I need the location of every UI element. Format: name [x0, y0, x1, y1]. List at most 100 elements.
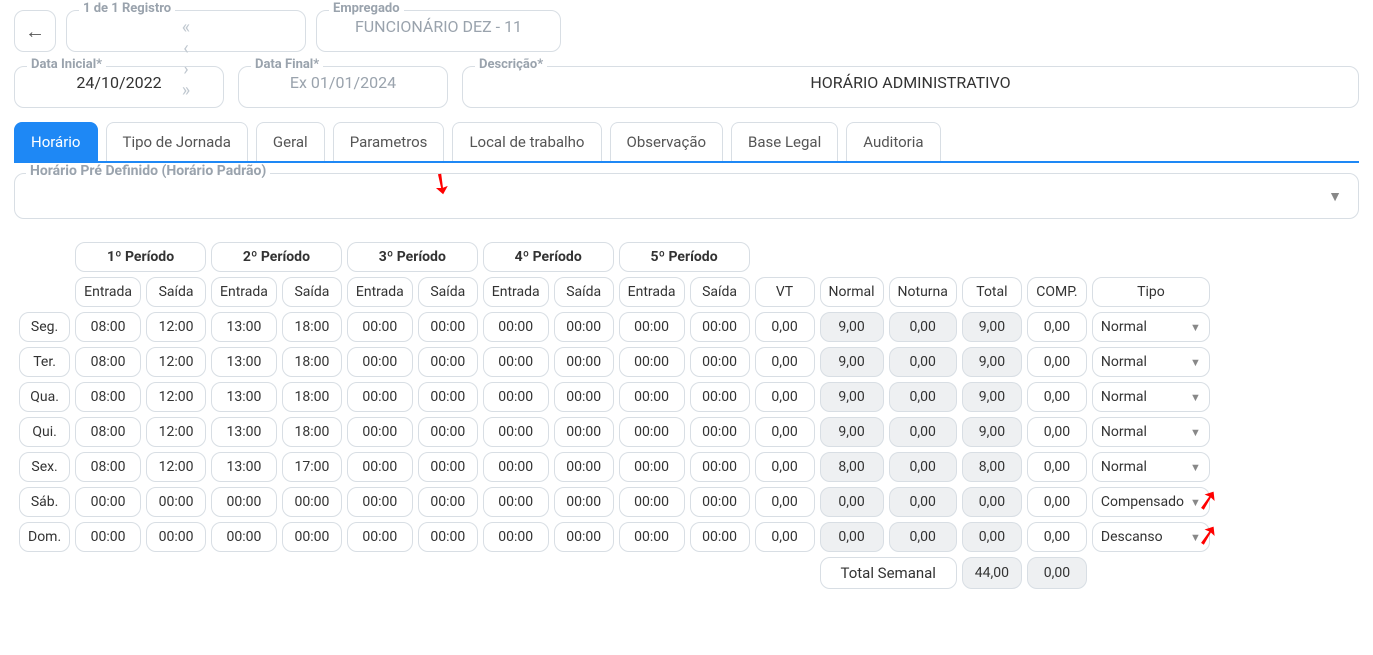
- hours-value[interactable]: 0,00: [1027, 487, 1087, 517]
- time-input[interactable]: 00:00: [554, 522, 614, 552]
- time-input[interactable]: 00:00: [619, 312, 685, 342]
- tab-tipo-de-jornada[interactable]: Tipo de Jornada: [106, 122, 248, 161]
- hours-value[interactable]: 0,00: [1027, 417, 1087, 447]
- hours-value[interactable]: 0,00: [755, 382, 815, 412]
- tipo-select[interactable]: Normal▼: [1092, 452, 1210, 482]
- time-input[interactable]: 13:00: [211, 382, 277, 412]
- time-input[interactable]: 08:00: [75, 312, 141, 342]
- time-input[interactable]: 12:00: [146, 312, 206, 342]
- time-input[interactable]: 12:00: [146, 347, 206, 377]
- time-input[interactable]: 00:00: [347, 312, 413, 342]
- time-input[interactable]: 13:00: [211, 347, 277, 377]
- hours-value[interactable]: 0,00: [1027, 312, 1087, 342]
- time-input[interactable]: 00:00: [75, 522, 141, 552]
- time-input[interactable]: 00:00: [483, 347, 549, 377]
- time-input[interactable]: 00:00: [483, 417, 549, 447]
- time-input[interactable]: 08:00: [75, 417, 141, 447]
- tab-base-legal[interactable]: Base Legal: [731, 122, 838, 161]
- time-input[interactable]: 00:00: [418, 487, 478, 517]
- pager-prev-icon[interactable]: ‹: [183, 38, 188, 59]
- hours-value[interactable]: 0,00: [755, 347, 815, 377]
- time-input[interactable]: 00:00: [619, 417, 685, 447]
- descricao-field[interactable]: Descrição* HORÁRIO ADMINISTRATIVO: [462, 66, 1359, 108]
- data-inicial-field[interactable]: Data Inicial* 24/10/2022: [14, 66, 224, 108]
- time-input[interactable]: 12:00: [146, 382, 206, 412]
- time-input[interactable]: 00:00: [211, 522, 277, 552]
- time-input[interactable]: 00:00: [347, 487, 413, 517]
- time-input[interactable]: 00:00: [347, 347, 413, 377]
- time-input[interactable]: 00:00: [554, 312, 614, 342]
- time-input[interactable]: 18:00: [282, 347, 342, 377]
- time-input[interactable]: 00:00: [690, 452, 750, 482]
- data-final-field[interactable]: Data Final* Ex 01/01/2024: [238, 66, 448, 108]
- time-input[interactable]: 00:00: [418, 382, 478, 412]
- time-input[interactable]: 00:00: [146, 522, 206, 552]
- time-input[interactable]: 00:00: [690, 522, 750, 552]
- time-input[interactable]: 00:00: [690, 417, 750, 447]
- time-input[interactable]: 08:00: [75, 382, 141, 412]
- time-input[interactable]: 00:00: [483, 522, 549, 552]
- time-input[interactable]: 08:00: [75, 452, 141, 482]
- time-input[interactable]: 18:00: [282, 417, 342, 447]
- time-input[interactable]: 00:00: [690, 487, 750, 517]
- tab-horário[interactable]: Horário: [14, 122, 98, 161]
- tipo-select[interactable]: Normal▼: [1092, 382, 1210, 412]
- time-input[interactable]: 00:00: [347, 417, 413, 447]
- time-input[interactable]: 00:00: [483, 382, 549, 412]
- tab-geral[interactable]: Geral: [256, 122, 325, 161]
- time-input[interactable]: 00:00: [619, 452, 685, 482]
- time-input[interactable]: 18:00: [282, 382, 342, 412]
- pager-first-icon[interactable]: «: [182, 17, 190, 38]
- tipo-select[interactable]: Normal▼: [1092, 417, 1210, 447]
- time-input[interactable]: 00:00: [554, 347, 614, 377]
- time-input[interactable]: 17:00: [282, 452, 342, 482]
- time-input[interactable]: 00:00: [554, 487, 614, 517]
- time-input[interactable]: 00:00: [554, 452, 614, 482]
- back-button[interactable]: ←: [14, 10, 56, 52]
- time-input[interactable]: 00:00: [418, 522, 478, 552]
- time-input[interactable]: 00:00: [619, 487, 685, 517]
- time-input[interactable]: 00:00: [418, 347, 478, 377]
- time-input[interactable]: 00:00: [418, 452, 478, 482]
- time-input[interactable]: 13:00: [211, 452, 277, 482]
- time-input[interactable]: 12:00: [146, 417, 206, 447]
- time-input[interactable]: 00:00: [75, 487, 141, 517]
- time-input[interactable]: 00:00: [483, 312, 549, 342]
- tipo-select[interactable]: Compensado▼: [1092, 487, 1210, 517]
- hours-value[interactable]: 0,00: [1027, 347, 1087, 377]
- time-input[interactable]: 00:00: [347, 522, 413, 552]
- time-input[interactable]: 00:00: [418, 417, 478, 447]
- hours-value[interactable]: 0,00: [755, 452, 815, 482]
- tipo-select[interactable]: Normal▼: [1092, 347, 1210, 377]
- tab-local-de-trabalho[interactable]: Local de trabalho: [452, 122, 601, 161]
- hours-value[interactable]: 0,00: [755, 487, 815, 517]
- time-input[interactable]: 12:00: [146, 452, 206, 482]
- time-input[interactable]: 00:00: [347, 382, 413, 412]
- hours-value[interactable]: 0,00: [1027, 382, 1087, 412]
- hours-value[interactable]: 0,00: [1027, 452, 1087, 482]
- tab-parametros[interactable]: Parametros: [333, 122, 445, 161]
- tab-observação[interactable]: Observação: [610, 122, 724, 161]
- time-input[interactable]: 00:00: [690, 382, 750, 412]
- time-input[interactable]: 13:00: [211, 312, 277, 342]
- hours-value[interactable]: 0,00: [755, 522, 815, 552]
- time-input[interactable]: 00:00: [282, 522, 342, 552]
- tab-auditoria[interactable]: Auditoria: [846, 122, 940, 161]
- horario-predefinido-select[interactable]: Horário Pré Definido (Horário Padrão) ▼: [14, 173, 1359, 219]
- tipo-select[interactable]: Descanso▼: [1092, 522, 1210, 552]
- time-input[interactable]: 08:00: [75, 347, 141, 377]
- time-input[interactable]: 00:00: [418, 312, 478, 342]
- time-input[interactable]: 00:00: [347, 452, 413, 482]
- tipo-select[interactable]: Normal▼: [1092, 312, 1210, 342]
- time-input[interactable]: 00:00: [619, 347, 685, 377]
- time-input[interactable]: 00:00: [690, 347, 750, 377]
- time-input[interactable]: 00:00: [146, 487, 206, 517]
- time-input[interactable]: 00:00: [282, 487, 342, 517]
- time-input[interactable]: 00:00: [554, 382, 614, 412]
- time-input[interactable]: 13:00: [211, 417, 277, 447]
- time-input[interactable]: 18:00: [282, 312, 342, 342]
- time-input[interactable]: 00:00: [619, 522, 685, 552]
- time-input[interactable]: 00:00: [619, 382, 685, 412]
- time-input[interactable]: 00:00: [483, 452, 549, 482]
- time-input[interactable]: 00:00: [554, 417, 614, 447]
